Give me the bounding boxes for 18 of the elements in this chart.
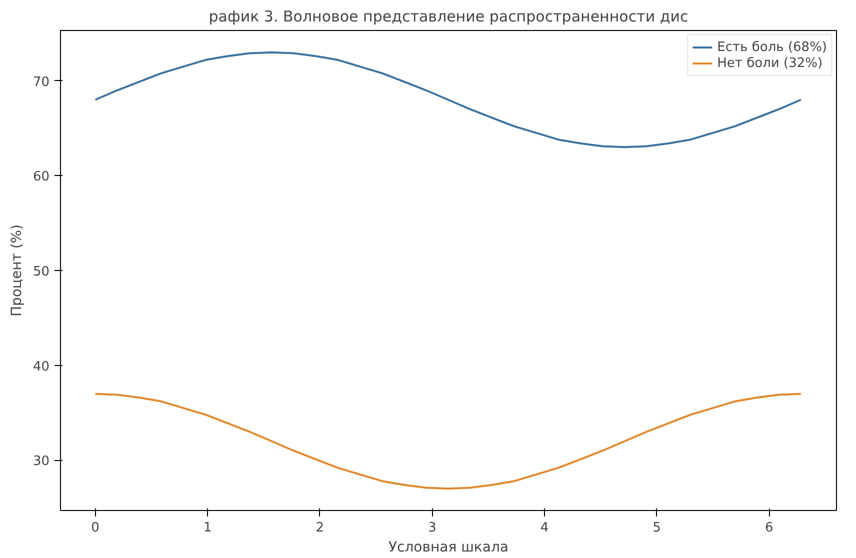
x-tick-label: 6 bbox=[764, 520, 774, 536]
y-tick-label: 50 bbox=[32, 264, 50, 280]
x-tick-label: 2 bbox=[316, 520, 324, 536]
x-tick-label: 4 bbox=[540, 520, 549, 536]
y-tick-label: 30 bbox=[32, 454, 50, 470]
y-tick-label: 40 bbox=[32, 359, 50, 374]
legend-label: Есть боль (68%) bbox=[717, 39, 827, 55]
x-tick-label: 1 bbox=[203, 520, 212, 536]
line-series bbox=[94, 392, 802, 490]
x-axis-title: Условная шкала bbox=[388, 540, 508, 556]
y-tick-label: 70 bbox=[32, 74, 50, 90]
y-axis-title: Процент (%) bbox=[8, 224, 25, 317]
x-tick-label: 5 bbox=[652, 520, 661, 536]
x-tick-label: 0 bbox=[91, 520, 100, 536]
y-tick-label: 60 bbox=[32, 170, 50, 185]
chart-title: рафик 3. Волновое представление распространенности дис bbox=[208, 8, 688, 26]
legend-label: Нет боли (32%) bbox=[717, 55, 823, 71]
x-tick-label: 3 bbox=[428, 520, 436, 536]
